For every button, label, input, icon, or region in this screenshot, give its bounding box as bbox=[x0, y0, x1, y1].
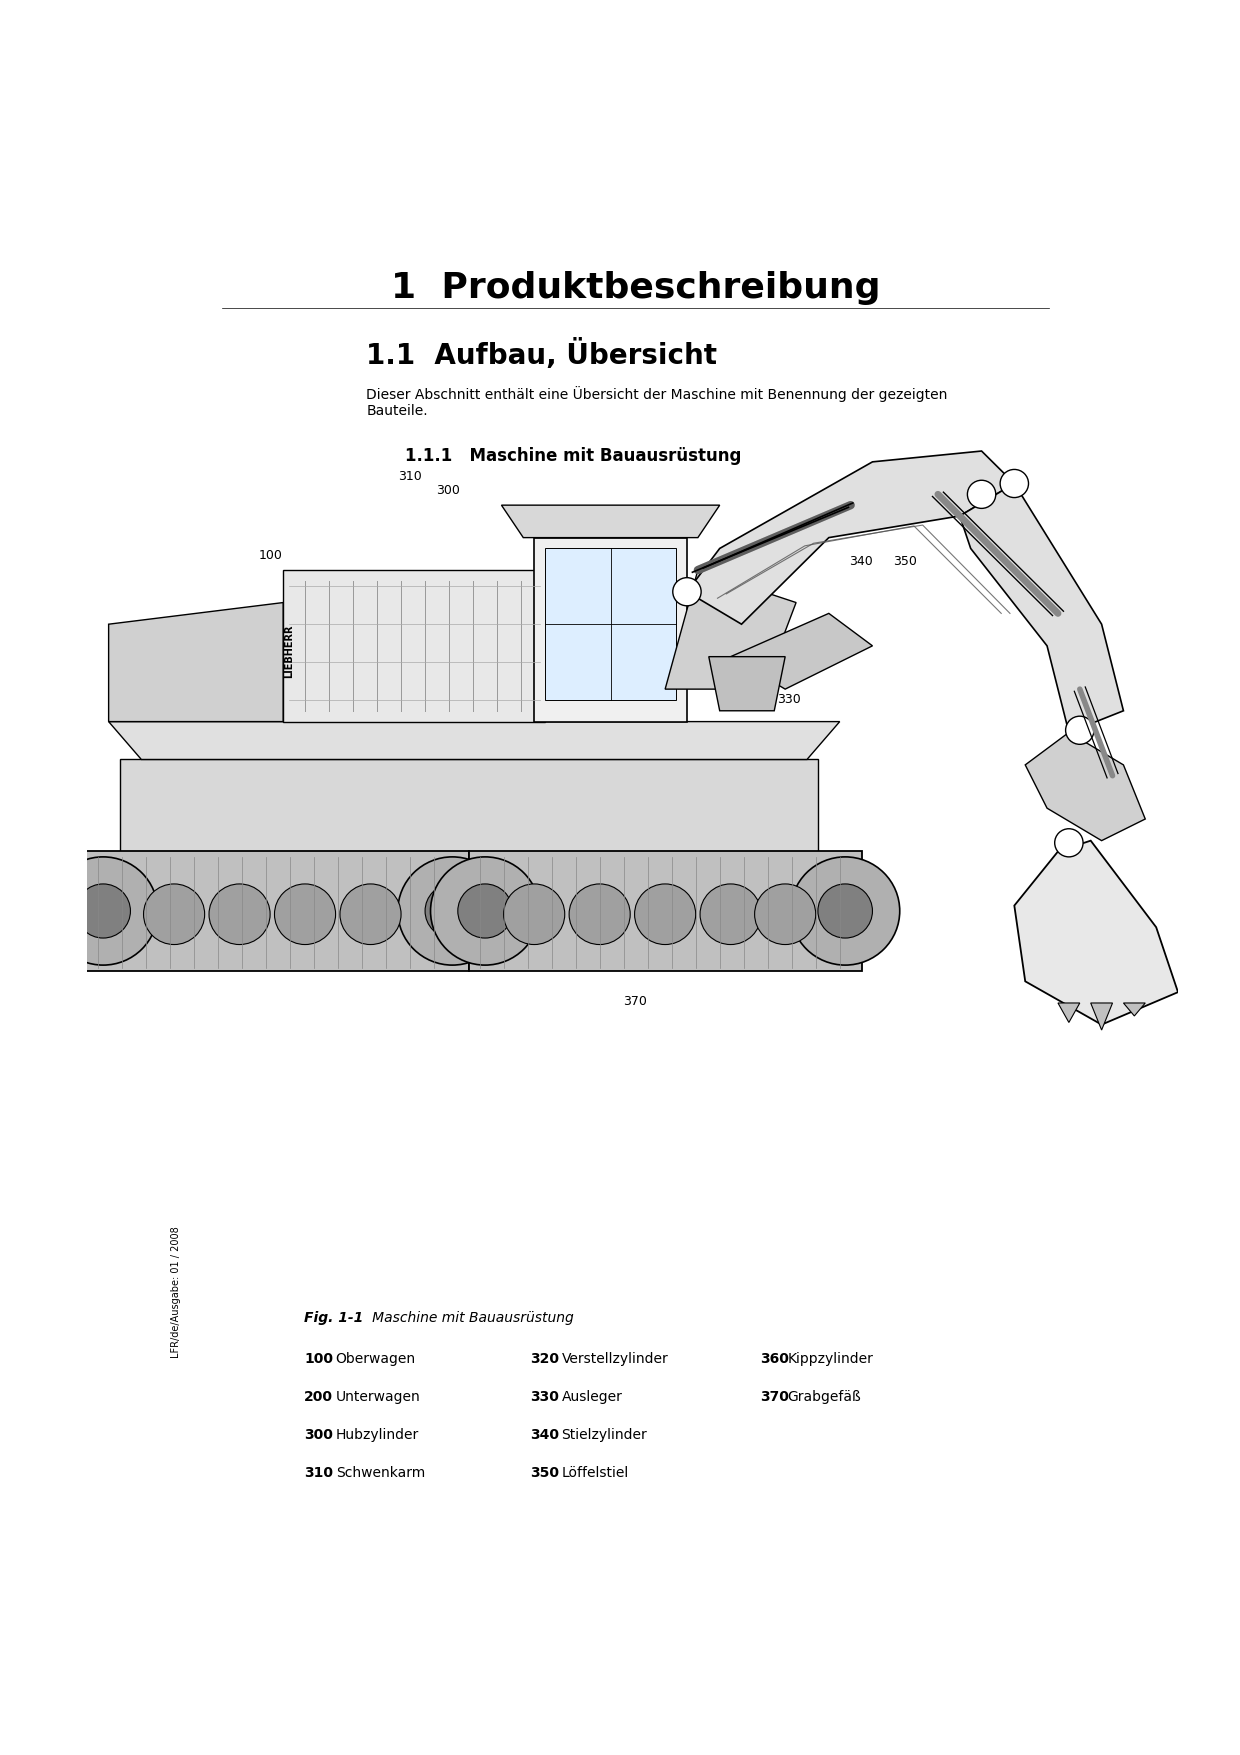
Text: 310: 310 bbox=[304, 1465, 334, 1479]
Text: 320: 320 bbox=[529, 1353, 559, 1367]
Circle shape bbox=[1065, 716, 1094, 744]
Polygon shape bbox=[469, 851, 862, 971]
Text: 1.1.1   Maschine mit Bauausrüstung: 1.1.1 Maschine mit Bauausrüstung bbox=[404, 448, 742, 465]
Text: Ausleger: Ausleger bbox=[562, 1390, 622, 1404]
Text: 100: 100 bbox=[258, 549, 283, 562]
Circle shape bbox=[1001, 469, 1028, 498]
Text: Verstellzylinder: Verstellzylinder bbox=[562, 1353, 668, 1367]
Text: LFR/de/Ausgabe: 01 / 2008: LFR/de/Ausgabe: 01 / 2008 bbox=[171, 1225, 181, 1358]
Circle shape bbox=[48, 856, 157, 965]
Polygon shape bbox=[665, 570, 796, 690]
Text: 330: 330 bbox=[529, 1390, 559, 1404]
Text: 350: 350 bbox=[529, 1465, 559, 1479]
Text: Fig. 1-1: Fig. 1-1 bbox=[304, 1311, 363, 1325]
Text: 300: 300 bbox=[436, 484, 460, 497]
Polygon shape bbox=[283, 570, 546, 721]
Text: 360: 360 bbox=[777, 788, 801, 800]
Text: 200: 200 bbox=[283, 948, 306, 960]
Circle shape bbox=[673, 577, 701, 605]
Circle shape bbox=[635, 885, 696, 944]
Polygon shape bbox=[709, 656, 785, 711]
Circle shape bbox=[755, 885, 816, 944]
Text: 370: 370 bbox=[624, 995, 647, 1007]
Circle shape bbox=[791, 856, 900, 965]
Polygon shape bbox=[1025, 732, 1146, 841]
Text: Schwenkarm: Schwenkarm bbox=[336, 1465, 425, 1479]
Circle shape bbox=[76, 885, 130, 939]
Text: Unterwagen: Unterwagen bbox=[336, 1390, 420, 1404]
Polygon shape bbox=[1091, 1004, 1112, 1030]
Polygon shape bbox=[119, 760, 818, 867]
Circle shape bbox=[503, 885, 564, 944]
Circle shape bbox=[340, 885, 401, 944]
Polygon shape bbox=[1123, 1004, 1146, 1016]
Text: 100: 100 bbox=[304, 1353, 334, 1367]
Text: 200: 200 bbox=[304, 1390, 334, 1404]
Text: 330: 330 bbox=[777, 693, 801, 706]
Text: Oberwagen: Oberwagen bbox=[336, 1353, 415, 1367]
Text: Kippzylinder: Kippzylinder bbox=[787, 1353, 873, 1367]
Text: 350: 350 bbox=[893, 555, 916, 569]
Text: Löffelstiel: Löffelstiel bbox=[562, 1465, 629, 1479]
Text: 370: 370 bbox=[760, 1390, 790, 1404]
Circle shape bbox=[398, 856, 507, 965]
Polygon shape bbox=[1014, 841, 1178, 1025]
Circle shape bbox=[458, 885, 512, 939]
Polygon shape bbox=[534, 537, 687, 721]
Text: 310: 310 bbox=[398, 470, 422, 483]
Circle shape bbox=[144, 885, 205, 944]
Text: Grabgefäß: Grabgefäß bbox=[787, 1390, 861, 1404]
Polygon shape bbox=[687, 451, 1014, 625]
Circle shape bbox=[701, 885, 761, 944]
Circle shape bbox=[425, 885, 480, 939]
Text: Stielzylinder: Stielzylinder bbox=[562, 1429, 647, 1443]
Circle shape bbox=[818, 885, 873, 939]
Text: Hubzylinder: Hubzylinder bbox=[336, 1429, 419, 1443]
Circle shape bbox=[210, 885, 270, 944]
Circle shape bbox=[569, 885, 630, 944]
Polygon shape bbox=[109, 602, 283, 721]
Text: 340: 340 bbox=[529, 1429, 559, 1443]
Text: 1.1  Aufbau, Übersicht: 1.1 Aufbau, Übersicht bbox=[367, 339, 718, 370]
Polygon shape bbox=[960, 484, 1123, 732]
Circle shape bbox=[274, 885, 336, 944]
Text: 320: 320 bbox=[777, 744, 801, 758]
Circle shape bbox=[430, 856, 539, 965]
Text: 300: 300 bbox=[304, 1429, 332, 1443]
Polygon shape bbox=[109, 721, 839, 760]
Polygon shape bbox=[546, 548, 676, 700]
Polygon shape bbox=[730, 614, 873, 690]
Polygon shape bbox=[501, 505, 719, 537]
Circle shape bbox=[1055, 828, 1083, 856]
Polygon shape bbox=[76, 851, 469, 971]
Text: Dieser Abschnitt enthält eine Übersicht der Maschine mit Benennung der gezeigten: Dieser Abschnitt enthält eine Übersicht … bbox=[367, 386, 947, 418]
Circle shape bbox=[967, 481, 996, 509]
Text: LIEBHERR: LIEBHERR bbox=[284, 625, 294, 677]
Text: 1  Produktbeschreibung: 1 Produktbeschreibung bbox=[391, 272, 880, 305]
Text: 340: 340 bbox=[849, 555, 873, 569]
Polygon shape bbox=[1058, 1004, 1080, 1023]
Text: Maschine mit Bauausrüstung: Maschine mit Bauausrüstung bbox=[358, 1311, 573, 1325]
Text: 360: 360 bbox=[760, 1353, 790, 1367]
